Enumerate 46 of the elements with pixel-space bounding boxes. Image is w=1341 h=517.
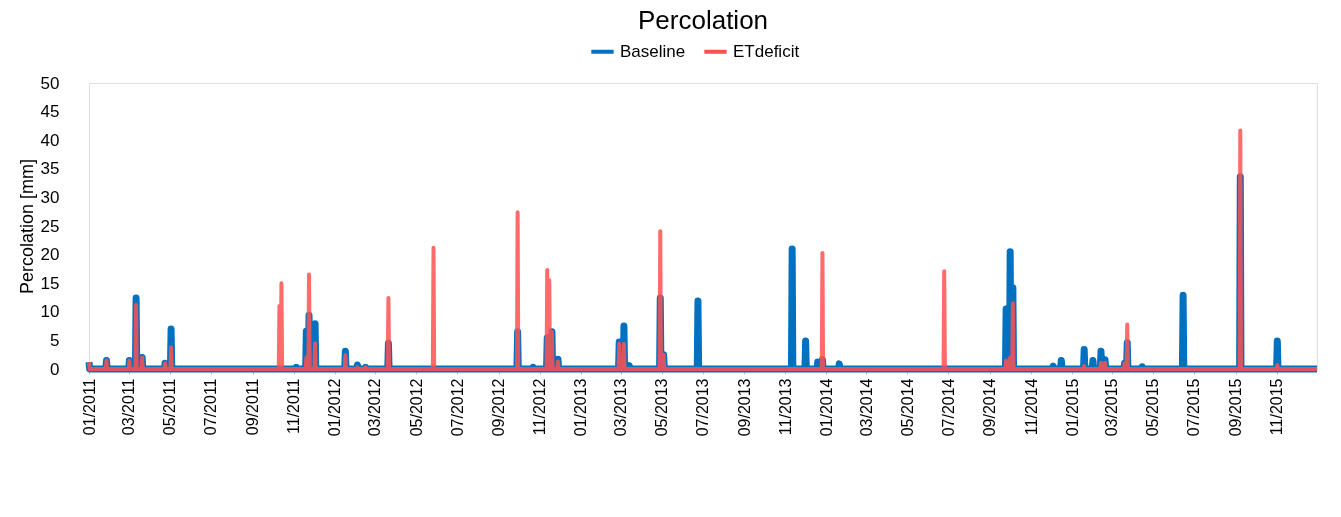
x-tick-label: 11/2014 xyxy=(1022,378,1040,436)
x-tick-label: 01/2014 xyxy=(817,378,835,437)
y-axis-title: Percolation [mm] xyxy=(16,158,37,295)
x-tick-label: 07/2013 xyxy=(694,378,712,437)
y-tick-label: 50 xyxy=(40,73,60,93)
y-tick-label: 35 xyxy=(40,159,60,179)
x-tick-label: 11/2013 xyxy=(776,378,794,436)
y-tick-label: 0 xyxy=(50,359,60,379)
x-tick-label: 03/2015 xyxy=(1103,378,1121,437)
y-tick-label: 40 xyxy=(40,130,60,150)
x-tick-label: 09/2013 xyxy=(735,378,753,437)
x-tick-label: 11/2011 xyxy=(285,378,303,434)
x-tick-label: 05/2015 xyxy=(1144,378,1162,437)
chart-title: Percolation xyxy=(637,5,769,35)
y-tick-label: 30 xyxy=(40,187,60,207)
x-tick-label: 05/2011 xyxy=(161,378,179,436)
x-tick-label: 07/2011 xyxy=(202,378,220,436)
x-tick-label: 01/2013 xyxy=(572,378,590,437)
x-tick-label: 01/2015 xyxy=(1063,378,1081,437)
y-tick-label: 5 xyxy=(50,330,60,350)
y-tick-label: 10 xyxy=(40,302,60,322)
x-tick-label: 07/2015 xyxy=(1185,378,1203,437)
x-tick-label: 01/2011 xyxy=(80,378,98,436)
legend-label: ETdeficit xyxy=(733,41,800,61)
x-tick-label: 05/2012 xyxy=(407,378,425,437)
x-tick-label: 09/2014 xyxy=(981,378,999,437)
y-tick-label: 45 xyxy=(40,102,60,122)
x-tick-label: 07/2012 xyxy=(448,378,466,437)
x-tick-label: 03/2013 xyxy=(612,378,630,437)
line-series xyxy=(87,128,1319,371)
x-tick-label: 03/2011 xyxy=(120,378,138,436)
x-tick-label: 07/2014 xyxy=(939,378,957,437)
x-tick-label: 05/2014 xyxy=(898,378,916,437)
x-tick-label: 11/2015 xyxy=(1268,378,1286,436)
y-tick-label: 15 xyxy=(40,273,60,293)
legend-label: Baseline xyxy=(620,41,686,61)
y-tick-label: 25 xyxy=(40,216,60,236)
x-tick-label: 01/2012 xyxy=(326,378,344,437)
x-tick-label: 03/2012 xyxy=(366,378,384,437)
x-tick-label: 03/2014 xyxy=(857,378,875,437)
x-tick-label: 09/2012 xyxy=(490,378,508,437)
x-tick-label: 09/2011 xyxy=(244,378,262,436)
x-tick-label: 05/2013 xyxy=(653,378,671,437)
x-tick-label: 11/2012 xyxy=(531,378,549,436)
y-tick-label: 20 xyxy=(40,245,60,265)
x-tick-label: 09/2015 xyxy=(1227,378,1245,437)
